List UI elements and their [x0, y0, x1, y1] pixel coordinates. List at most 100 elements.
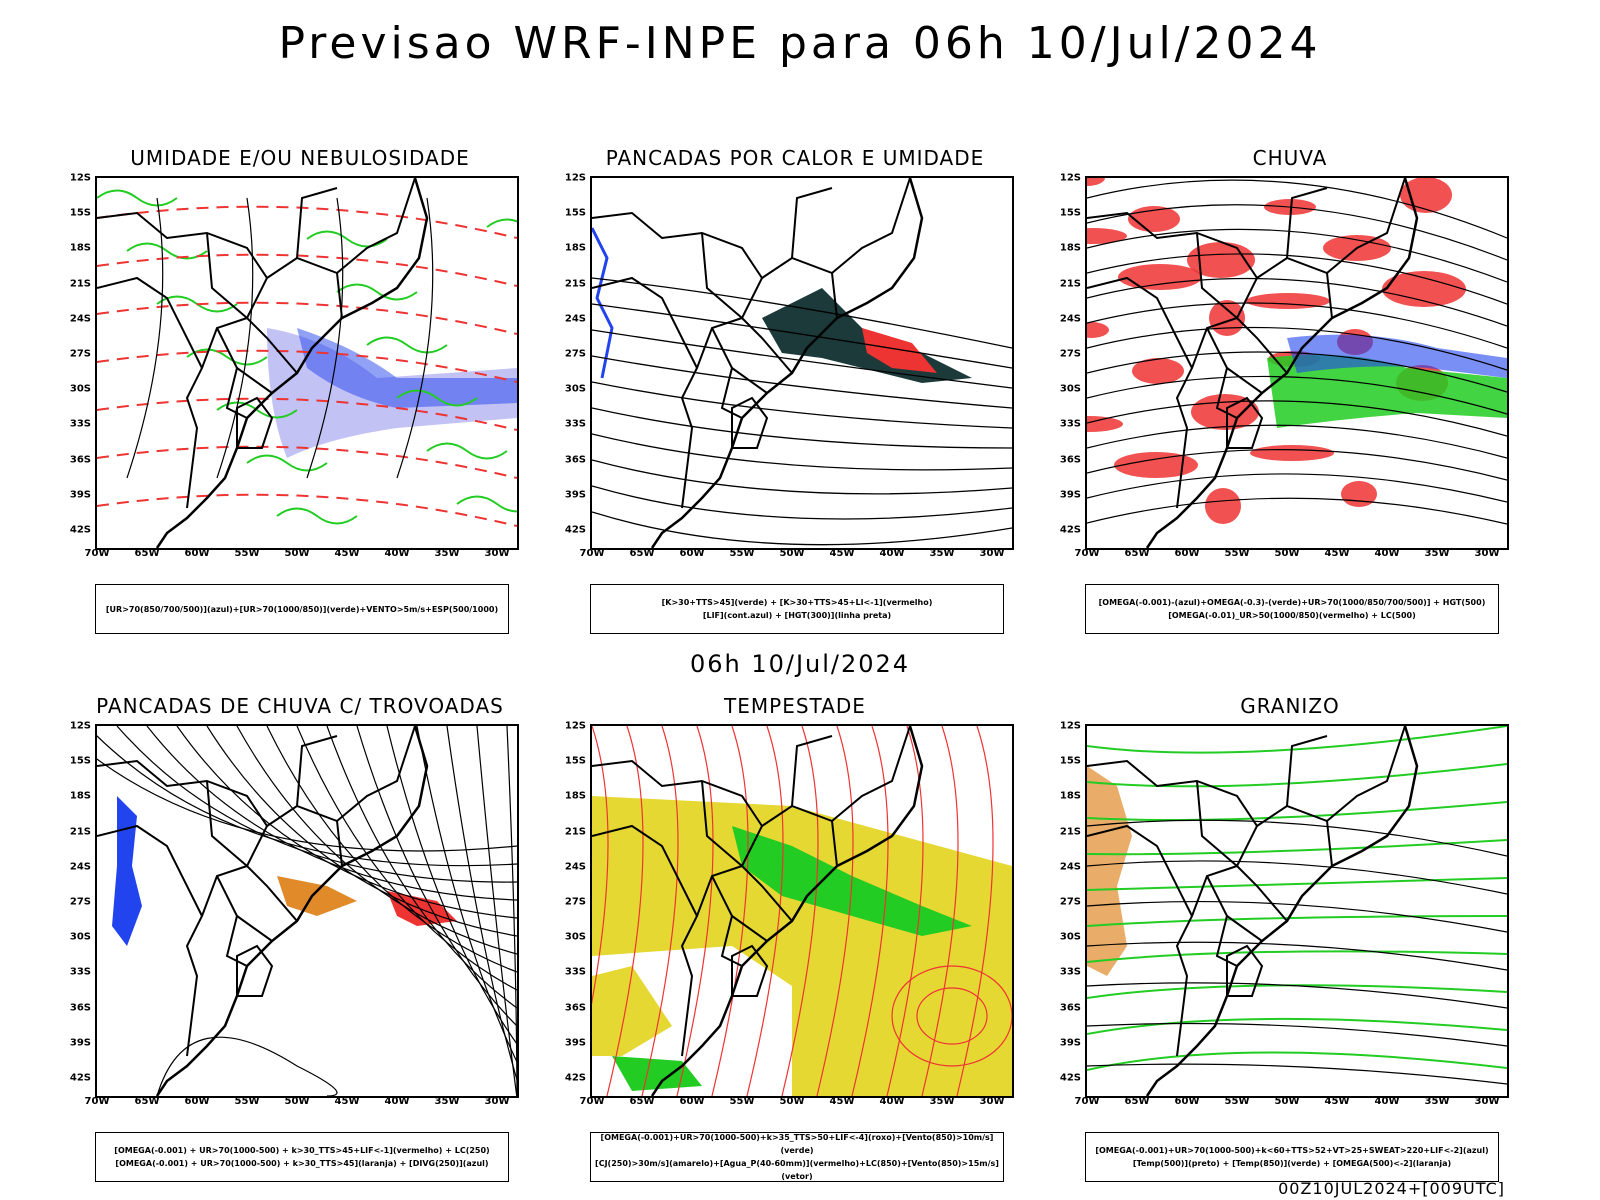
longitude-tick: 35W — [1424, 1096, 1450, 1107]
rain-area — [1209, 300, 1245, 336]
latitude-tick: 36S — [1059, 454, 1081, 466]
latitude-tick: 18S — [1059, 242, 1081, 254]
political-border — [246, 317, 298, 374]
longitude-tick: 50W — [1274, 548, 1300, 559]
longitude-tick: 60W — [184, 548, 210, 559]
latitude-tick: 15S — [69, 755, 91, 767]
latitude-tick: 12S — [69, 720, 91, 732]
political-border — [206, 780, 248, 867]
temp850-contour — [1087, 877, 1507, 891]
longitude-tick: 35W — [434, 1096, 460, 1107]
legend-line: [OMEGA(-0.001) + UR>70(1000-500) + k>30_… — [115, 1159, 489, 1168]
jet-stream-area — [592, 796, 1012, 1096]
wind-streamline — [592, 726, 609, 1005]
panel-title: PANCADAS POR CALOR E UMIDADE — [605, 146, 985, 170]
latitude-tick: 27S — [1059, 896, 1081, 908]
streamline — [97, 758, 517, 852]
longitude-tick: 65W — [1124, 548, 1150, 559]
latitude-tick: 27S — [564, 348, 586, 360]
legend-line: [CJ(250)>30m/s](amarelo)+[Agua_P(40-60mm… — [595, 1159, 999, 1181]
streamline — [506, 726, 517, 1096]
latitude-tick: 27S — [1059, 348, 1081, 360]
political-border — [236, 396, 274, 449]
political-border — [206, 232, 248, 319]
political-border — [336, 272, 343, 319]
map-panel-thunderstorm-showers: PANCADAS DE CHUVA C/ TROVOADAS 12S 15S 18S 2… — [50, 694, 540, 1184]
pressure-isobar — [216, 197, 254, 479]
rain-area — [1087, 322, 1109, 338]
longitude-axis: 70W 65W 60W 55W 50W 45W 40W 35W 30W — [580, 1096, 1014, 1110]
latitude-tick: 12S — [69, 172, 91, 184]
temp500-contour — [1087, 860, 1507, 895]
geopotential-contour — [592, 485, 1012, 520]
longitude-tick: 45W — [829, 548, 855, 559]
rain-area — [1114, 452, 1198, 478]
longitude-tick: 65W — [134, 1096, 160, 1107]
circulation-streamline — [916, 987, 988, 1045]
temp850-contour — [1087, 915, 1507, 927]
longitude-tick: 40W — [879, 1096, 905, 1107]
map-area — [95, 176, 519, 550]
latitude-tick: 42S — [1059, 524, 1081, 536]
height-contour — [1087, 473, 1507, 503]
political-border — [1236, 317, 1288, 374]
longitude-tick: 30W — [1474, 1096, 1500, 1107]
longitude-tick: 70W — [579, 1096, 605, 1107]
thickness-contour — [97, 349, 517, 383]
longitude-tick: 40W — [1374, 548, 1400, 559]
latitude-tick: 15S — [564, 755, 586, 767]
panel-legend: [K>30+TTS>45](verde) + [K>30+TTS>45+LI<-… — [590, 584, 1004, 634]
map-area — [1085, 724, 1509, 1098]
map-area — [95, 724, 519, 1098]
legend-line: [Temp(500)](preto) + [Temp(850)](verde) … — [1132, 1159, 1452, 1168]
latitude-tick: 39S — [1059, 489, 1081, 501]
political-border — [236, 367, 273, 394]
latitude-tick: 24S — [1059, 861, 1081, 873]
latitude-axis: 12S 15S 18S 21S 24S 27S 30S 33S 36S 39S 42S — [1040, 721, 1084, 1098]
latitude-tick: 36S — [1059, 1002, 1081, 1014]
longitude-tick: 50W — [284, 1096, 310, 1107]
humidity-contour — [186, 348, 268, 366]
streamline — [146, 726, 517, 901]
pressure-isobar — [396, 197, 434, 479]
latitude-tick: 24S — [564, 313, 586, 325]
latitude-axis: 12S 15S 18S 21S 24S 27S 30S 33S 36S 39S 42S — [545, 173, 589, 550]
latitude-tick: 21S — [1059, 278, 1081, 290]
streamline — [356, 726, 517, 1027]
streamline — [386, 726, 517, 1045]
height-contour — [1087, 400, 1507, 437]
political-border — [741, 865, 793, 922]
longitude-tick: 55W — [234, 548, 260, 559]
legend-line: [OMEGA(-0.001)+UR>70(1000-500)+k>35_TTS>… — [600, 1133, 994, 1155]
political-border — [1286, 735, 1328, 807]
latitude-tick: 33S — [564, 966, 586, 978]
height-contour — [1087, 228, 1507, 283]
political-border — [831, 272, 838, 319]
longitude-tick: 45W — [1324, 1096, 1350, 1107]
thickness-contour — [97, 397, 517, 431]
rain-area — [1132, 358, 1184, 384]
temp500-contour — [1087, 941, 1507, 971]
longitude-tick: 50W — [779, 548, 805, 559]
political-border — [1087, 276, 1193, 369]
latitude-tick: 30S — [564, 931, 586, 943]
rain-area — [1087, 228, 1127, 244]
political-border — [1226, 915, 1263, 942]
longitude-tick: 35W — [929, 1096, 955, 1107]
latitude-tick: 42S — [564, 524, 586, 536]
latitude-tick: 30S — [69, 383, 91, 395]
political-border — [731, 396, 769, 449]
legend-line: [UR>70(850/700/500)](azul)+[UR>70(1000/8… — [105, 604, 499, 614]
run-time-footer: 00Z10JUL2024+[009UTC] — [1278, 1179, 1505, 1198]
humidity-contour — [276, 507, 358, 525]
longitude-tick: 40W — [879, 548, 905, 559]
thickness-contour — [97, 253, 517, 287]
longitude-tick: 30W — [979, 1096, 1005, 1107]
height-contour — [1087, 351, 1507, 393]
longitude-tick: 60W — [1174, 548, 1200, 559]
map-area — [1085, 176, 1509, 550]
longitude-tick: 60W — [679, 548, 705, 559]
longitude-tick: 65W — [1124, 1096, 1150, 1107]
latitude-tick: 24S — [69, 313, 91, 325]
wind-streamline — [781, 726, 819, 1096]
